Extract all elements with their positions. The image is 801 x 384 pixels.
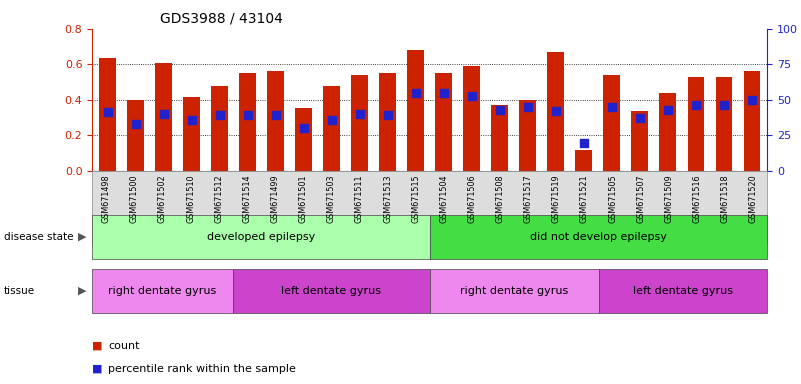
Point xyxy=(129,121,142,127)
Text: GSM671516: GSM671516 xyxy=(693,175,702,223)
Bar xyxy=(659,93,676,171)
Text: tissue: tissue xyxy=(4,286,35,296)
Bar xyxy=(155,63,172,171)
Text: ■: ■ xyxy=(92,341,103,351)
Text: GSM671505: GSM671505 xyxy=(608,175,617,223)
Point xyxy=(157,111,170,117)
Text: ■: ■ xyxy=(92,364,103,374)
Text: GSM671517: GSM671517 xyxy=(524,175,533,223)
Point xyxy=(662,108,674,114)
Bar xyxy=(324,86,340,171)
Point xyxy=(325,117,338,123)
Text: GSM671513: GSM671513 xyxy=(383,175,392,223)
Text: developed epilepsy: developed epilepsy xyxy=(207,232,315,242)
Point xyxy=(578,140,590,146)
Text: GSM671498: GSM671498 xyxy=(102,175,111,223)
Bar xyxy=(239,73,256,171)
Bar xyxy=(211,86,228,171)
Bar xyxy=(519,100,536,171)
Text: GSM671511: GSM671511 xyxy=(355,175,364,223)
Text: GSM671501: GSM671501 xyxy=(299,175,308,223)
Point xyxy=(746,97,759,103)
Text: ▶: ▶ xyxy=(78,232,87,242)
Bar xyxy=(435,73,452,171)
Bar xyxy=(296,108,312,171)
Text: GDS3988 / 43104: GDS3988 / 43104 xyxy=(160,12,283,25)
Point xyxy=(409,90,422,96)
Point xyxy=(606,104,618,110)
Text: right dentate gyrus: right dentate gyrus xyxy=(108,286,216,296)
Text: percentile rank within the sample: percentile rank within the sample xyxy=(108,364,296,374)
Point xyxy=(185,117,198,123)
Point xyxy=(465,93,478,99)
Bar xyxy=(715,77,732,171)
Bar xyxy=(631,111,648,171)
Point xyxy=(521,104,534,110)
Text: GSM671512: GSM671512 xyxy=(214,175,223,223)
Point xyxy=(718,102,731,108)
Bar xyxy=(352,75,368,171)
Text: disease state: disease state xyxy=(4,232,74,242)
Text: GSM671508: GSM671508 xyxy=(496,175,505,223)
Point xyxy=(690,102,702,108)
Bar xyxy=(491,105,508,171)
Bar xyxy=(463,66,480,171)
Text: GSM671499: GSM671499 xyxy=(271,175,280,223)
Text: count: count xyxy=(108,341,139,351)
Bar xyxy=(183,97,200,171)
Bar xyxy=(408,50,425,171)
Point xyxy=(549,108,562,114)
Text: right dentate gyrus: right dentate gyrus xyxy=(460,286,568,296)
Text: GSM671509: GSM671509 xyxy=(664,175,674,223)
Point xyxy=(353,111,366,117)
Bar xyxy=(380,73,396,171)
Text: GSM671521: GSM671521 xyxy=(580,175,589,223)
Text: GSM671518: GSM671518 xyxy=(721,175,730,223)
Bar xyxy=(547,52,564,171)
Point xyxy=(213,112,226,118)
Text: GSM671510: GSM671510 xyxy=(186,175,195,223)
Bar xyxy=(743,71,760,171)
Text: GSM671503: GSM671503 xyxy=(327,175,336,223)
Point xyxy=(101,109,114,115)
Bar xyxy=(603,75,620,171)
Point xyxy=(297,125,310,131)
Text: GSM671502: GSM671502 xyxy=(158,175,167,223)
Bar xyxy=(99,58,116,171)
Point xyxy=(241,112,254,118)
Text: GSM671520: GSM671520 xyxy=(749,175,758,223)
Point xyxy=(493,106,506,113)
Bar xyxy=(575,150,592,171)
Text: GSM671515: GSM671515 xyxy=(411,175,421,223)
Text: GSM671500: GSM671500 xyxy=(130,175,139,223)
Text: GSM671514: GSM671514 xyxy=(243,175,252,223)
Text: did not develop epilepsy: did not develop epilepsy xyxy=(530,232,667,242)
Point xyxy=(381,112,394,118)
Point xyxy=(437,90,450,96)
Text: ▶: ▶ xyxy=(78,286,87,296)
Point xyxy=(269,112,282,118)
Text: GSM671506: GSM671506 xyxy=(468,175,477,223)
Bar xyxy=(687,77,704,171)
Text: GSM671504: GSM671504 xyxy=(439,175,449,223)
Text: GSM671507: GSM671507 xyxy=(636,175,646,223)
Text: GSM671519: GSM671519 xyxy=(552,175,561,223)
Bar xyxy=(268,71,284,171)
Text: left dentate gyrus: left dentate gyrus xyxy=(281,286,381,296)
Bar xyxy=(127,100,144,171)
Point xyxy=(634,114,646,121)
Text: left dentate gyrus: left dentate gyrus xyxy=(633,286,733,296)
